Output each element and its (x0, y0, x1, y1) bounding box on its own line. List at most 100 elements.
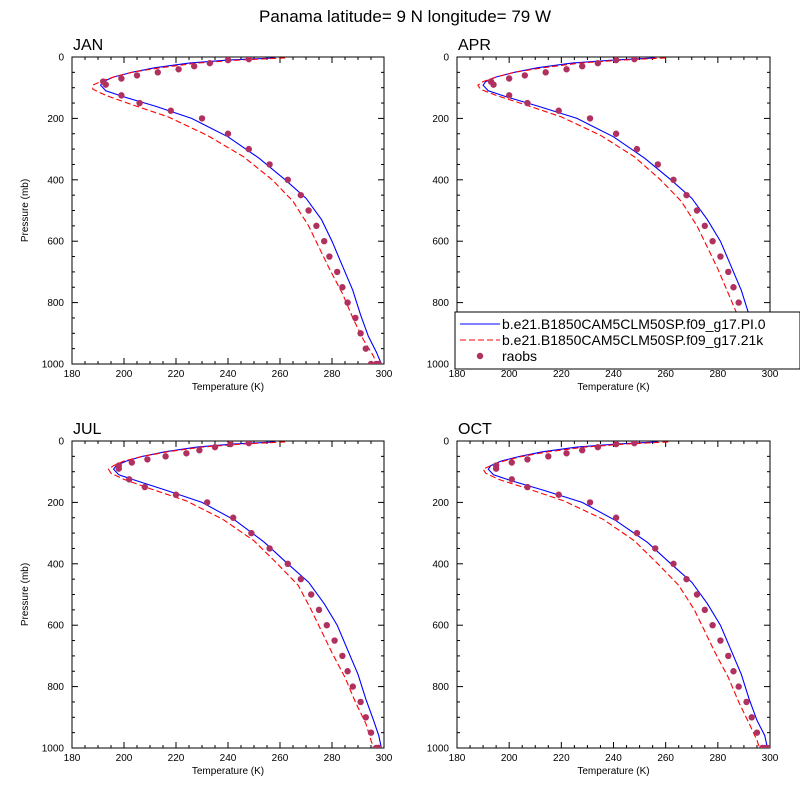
y-tick-label: 600 (432, 237, 449, 248)
raobs-point (579, 447, 586, 454)
raobs-point (654, 161, 662, 168)
raobs-point (118, 75, 125, 82)
raobs-point (375, 360, 382, 364)
raobs-point (245, 145, 252, 153)
series-line-pi (99, 57, 382, 364)
raobs-point (284, 560, 291, 567)
raobs-point (586, 499, 594, 506)
raobs-point (670, 560, 677, 567)
y-tick-label: 400 (47, 559, 64, 570)
raobs-point (764, 744, 770, 748)
raobs-point (555, 107, 562, 114)
raobs-point (144, 456, 151, 463)
x-tick-label: 280 (324, 753, 341, 764)
raobs-point (633, 529, 641, 537)
x-axis-label: Temperature (K) (577, 766, 649, 777)
raobs-point (594, 59, 602, 67)
y-tick-label: 400 (47, 175, 64, 186)
raobs-point (717, 637, 724, 644)
x-tick-label: 220 (168, 369, 185, 380)
plot-area (107, 441, 382, 748)
raobs-point (266, 545, 273, 552)
y-tick-label: 1000 (427, 744, 450, 755)
y-tick-label: 1000 (42, 744, 65, 755)
raobs-point (735, 683, 742, 690)
raobs-point (505, 75, 513, 82)
raobs-point (725, 652, 732, 660)
plot-frame (71, 440, 385, 749)
plot-frame (71, 56, 385, 365)
raobs-point (367, 729, 375, 736)
y-tick-label: 800 (432, 298, 449, 309)
raobs-point (735, 299, 742, 306)
raobs-point (631, 57, 638, 63)
y-tick-label: 1000 (427, 360, 450, 371)
raobs-point (748, 714, 755, 721)
x-tick-label: 280 (324, 369, 341, 380)
raobs-point (717, 253, 724, 260)
raobs-point (357, 698, 364, 706)
raobs-point (154, 69, 161, 76)
raobs-point (362, 714, 369, 721)
panel-title: APR (458, 37, 491, 54)
raobs-point (563, 66, 570, 73)
raobs-point (730, 668, 737, 675)
raobs-point (693, 207, 701, 214)
raobs-point (224, 57, 232, 64)
y-tick-label: 200 (432, 114, 449, 125)
raobs-point (102, 81, 110, 88)
y-tick-label: 0 (58, 437, 64, 448)
x-tick-label: 260 (657, 369, 674, 380)
raobs-point (321, 238, 328, 245)
panel-jul: JUL 180 200 220 240 260 280 300 0 200 400 600 800 100… (20, 421, 393, 777)
raobs-point (183, 450, 190, 457)
series-line-21k (92, 57, 377, 364)
x-tick-label: 200 (116, 369, 133, 380)
raobs-point (362, 345, 369, 352)
raobs-point (555, 491, 562, 498)
panel-jan: JAN 180 200 220 240 260 280 300 0 200 400 600 800 100… (20, 37, 393, 393)
x-tick-label: 200 (501, 369, 518, 380)
raobs-point (115, 465, 123, 472)
x-tick-label: 180 (449, 753, 466, 764)
y-tick-label: 0 (443, 53, 449, 64)
series-line-21k (107, 441, 375, 748)
raobs-point (505, 92, 513, 99)
panel-oct: OCT 180 200 220 240 260 280 300 0 200 400 600 800 100… (427, 421, 779, 777)
raobs-point (344, 299, 351, 306)
raobs-point (297, 575, 304, 583)
raobs-point (521, 72, 529, 79)
plot-frame (456, 440, 771, 749)
raobs-point (357, 330, 364, 337)
raobs-point (162, 453, 169, 460)
raobs-point (331, 637, 338, 644)
legend-label: b.e21.B1850CAM5CLM50SP.f09_g17.PI.0 (502, 316, 766, 332)
y-tick-label: 1000 (42, 360, 65, 371)
raobs-point (141, 483, 148, 491)
x-tick-label: 180 (64, 369, 81, 380)
legend-label: b.e21.B1850CAM5CLM50SP.f09_g17.21k (502, 332, 764, 348)
y-tick-label: 600 (47, 621, 64, 632)
x-tick-label: 240 (220, 369, 237, 380)
y-tick-label: 200 (432, 498, 449, 509)
x-tick-label: 240 (220, 753, 237, 764)
raobs-point (128, 459, 135, 466)
x-tick-label: 220 (553, 369, 570, 380)
raobs-point (367, 360, 375, 364)
raobs-point (652, 545, 659, 552)
raobs-point (524, 456, 531, 463)
x-tick-label: 300 (762, 369, 779, 380)
legend: b.e21.B1850CAM5CLM50SP.f09_g17.PI.0b.e21… (454, 311, 800, 370)
raobs-point (508, 476, 515, 483)
y-tick-label: 0 (443, 437, 449, 448)
x-tick-label: 260 (657, 753, 674, 764)
raobs-point (172, 491, 180, 498)
raobs-point (633, 145, 641, 153)
series-line-pi (112, 441, 382, 748)
x-tick-label: 180 (449, 369, 466, 380)
raobs-point (344, 668, 351, 675)
x-tick-label: 200 (116, 753, 133, 764)
raobs-point (725, 268, 732, 276)
series-line-21k (482, 441, 761, 748)
y-tick-label: 800 (47, 298, 64, 309)
